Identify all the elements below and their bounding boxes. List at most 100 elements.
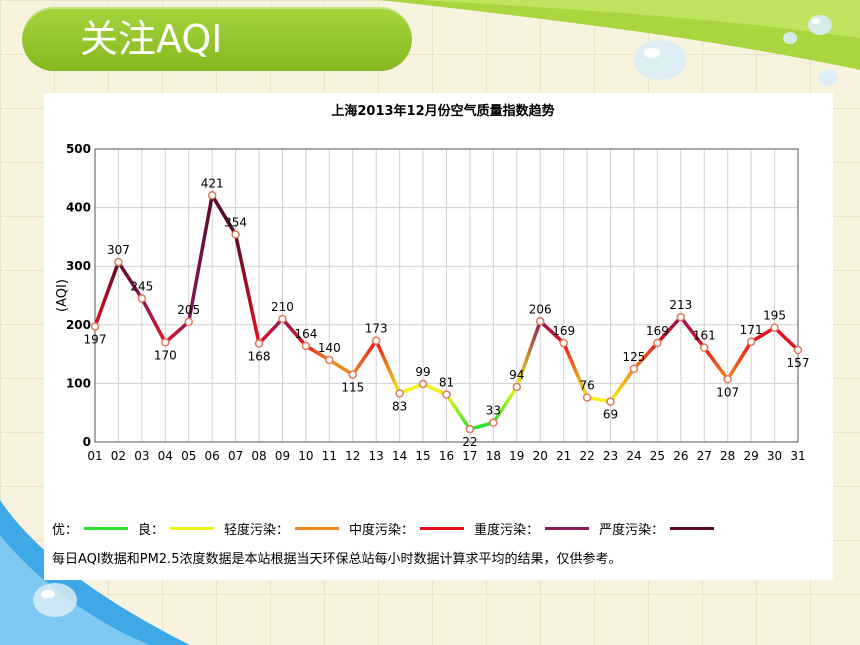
data-point xyxy=(723,375,732,384)
legend-item: 中度污染： xyxy=(349,519,465,538)
x-tick-label: 21 xyxy=(556,449,571,463)
x-tick-label: 09 xyxy=(275,449,290,463)
data-point xyxy=(582,393,592,402)
x-tick-label: 29 xyxy=(743,449,758,463)
legend-swatch xyxy=(295,526,340,530)
x-tick-label: 19 xyxy=(509,449,524,463)
x-tick-label: 06 xyxy=(205,449,220,463)
legend-label: 优： xyxy=(52,522,79,538)
series-segment xyxy=(725,340,753,382)
data-label: 161 xyxy=(693,329,716,343)
legend-swatch xyxy=(84,526,129,530)
chart-card: 上海2013年12月份空气质量指数趋势 (AQI) 197 307 245 170 20… xyxy=(44,93,833,580)
data-label: 168 xyxy=(248,350,271,364)
data-label: 245 xyxy=(130,279,153,293)
x-tick-label: 12 xyxy=(345,449,360,463)
data-label: 157 xyxy=(787,356,810,370)
water-drop-icon xyxy=(818,70,838,86)
data-label: 307 xyxy=(107,243,130,257)
data-note: 每日AQI数据和PM2.5浓度数据是本站根据当天环保总站每小时数据计算求平均的结… xyxy=(52,552,622,567)
x-tick-label: 05 xyxy=(181,449,196,463)
data-point xyxy=(676,312,686,322)
x-tick-label: 30 xyxy=(767,449,782,463)
series-segment xyxy=(561,341,589,400)
x-tick-label: 03 xyxy=(134,449,149,463)
x-tick-label: 24 xyxy=(626,449,641,463)
data-label: 107 xyxy=(716,385,739,399)
x-tick-label: 10 xyxy=(298,449,313,463)
data-point xyxy=(793,345,803,355)
legend-item: 优： xyxy=(52,519,129,538)
data-point xyxy=(301,341,311,351)
data-point xyxy=(770,323,779,332)
series-segment xyxy=(655,315,683,345)
legend-item: 严度污染： xyxy=(599,519,715,538)
top-right-swoosh-highlight xyxy=(420,0,860,38)
series-segment xyxy=(257,317,285,346)
data-label: 33 xyxy=(486,404,501,418)
x-tick-label: 20 xyxy=(533,449,548,463)
data-label: 94 xyxy=(509,368,524,382)
data-point xyxy=(606,397,615,406)
legend-label: 轻度污染： xyxy=(224,522,290,538)
data-point xyxy=(278,314,287,324)
data-label: 22 xyxy=(462,435,477,449)
data-label: 83 xyxy=(392,399,407,413)
data-label: 69 xyxy=(603,408,618,422)
data-point xyxy=(418,379,428,389)
x-tick-label: 18 xyxy=(486,449,501,463)
slide-title: 关注AQI xyxy=(80,17,223,61)
data-point xyxy=(231,230,240,239)
x-tick-label: 14 xyxy=(392,449,407,463)
legend-swatch xyxy=(670,526,715,530)
data-points xyxy=(90,191,803,434)
x-tick-label: 02 xyxy=(111,449,126,463)
series-line xyxy=(93,193,800,431)
data-label: 206 xyxy=(529,302,552,316)
y-tick-label: 300 xyxy=(66,259,91,273)
data-label: 170 xyxy=(154,348,177,362)
data-label: 171 xyxy=(740,323,763,337)
series-segment xyxy=(772,325,800,352)
water-drop-icon xyxy=(783,32,797,44)
water-drop-icon xyxy=(634,40,686,80)
y-tick-label: 400 xyxy=(66,201,91,215)
data-point xyxy=(746,337,756,347)
series-segment xyxy=(351,338,378,377)
series-segment xyxy=(421,382,449,397)
series-segment xyxy=(444,392,472,431)
data-point xyxy=(465,424,475,434)
data-label: 115 xyxy=(341,381,364,395)
data-point xyxy=(559,338,568,348)
data-point xyxy=(325,355,334,365)
y-axis-label: (AQI) xyxy=(55,279,70,312)
plot-frame xyxy=(94,148,799,443)
x-tick-label: 13 xyxy=(369,449,384,463)
grid xyxy=(94,148,799,443)
slide-title-banner: 关注AQI xyxy=(22,7,412,71)
data-point xyxy=(489,418,498,427)
series-segment xyxy=(702,345,730,382)
data-label: 421 xyxy=(201,176,224,190)
legend-item: 良： xyxy=(138,519,215,538)
legend-label: 良： xyxy=(138,522,165,538)
data-label: 210 xyxy=(271,300,294,314)
water-drop-icon xyxy=(808,15,832,35)
legend-label: 严度污染： xyxy=(599,522,665,538)
data-point xyxy=(371,336,381,345)
data-point xyxy=(161,338,170,347)
series-segment xyxy=(538,319,566,345)
legend-item: 轻度污染： xyxy=(224,519,340,538)
y-tick-label: 100 xyxy=(66,376,91,390)
aqi-line-chart: 上海2013年12月份空气质量指数趋势 (AQI) 19730724517020… xyxy=(55,103,810,463)
data-label: 76 xyxy=(579,378,594,392)
data-label: 197 xyxy=(84,333,107,347)
bottom-left-swoosh-light xyxy=(0,535,150,645)
data-point xyxy=(535,317,545,326)
data-point xyxy=(442,390,451,399)
y-tick-label: 0 xyxy=(83,435,91,449)
series-segment xyxy=(608,367,636,404)
series-segment xyxy=(327,358,355,377)
x-tick-label: 08 xyxy=(251,449,266,463)
